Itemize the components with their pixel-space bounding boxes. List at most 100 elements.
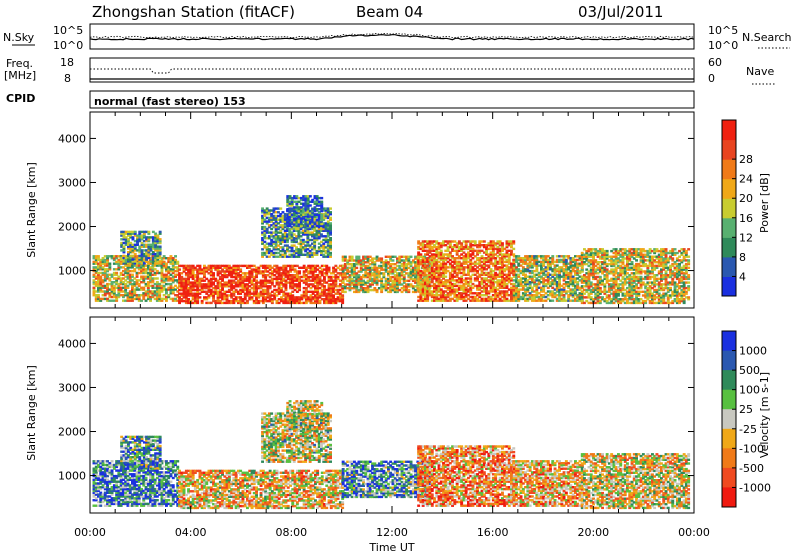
heatmap-cell xyxy=(241,277,245,281)
heatmap-cell xyxy=(421,257,425,260)
heatmap-cell xyxy=(346,266,350,270)
heatmap-cell xyxy=(448,284,452,288)
heatmap-cell xyxy=(101,258,105,262)
heatmap-cell xyxy=(203,285,206,288)
heatmap-cell xyxy=(448,282,452,286)
heatmap-cell xyxy=(326,244,330,247)
heatmap-cell xyxy=(455,264,459,267)
heatmap-cell xyxy=(146,281,150,284)
heatmap-cell xyxy=(507,258,511,262)
heatmap-cell xyxy=(97,258,100,262)
nave-label: Nave xyxy=(746,65,774,78)
heatmap-cell xyxy=(137,288,141,291)
heatmap-cell xyxy=(494,297,498,301)
heatmap-cell xyxy=(223,283,227,286)
heatmap-cell xyxy=(246,272,249,275)
heatmap-cell xyxy=(97,277,100,280)
heatmap-cell xyxy=(122,295,125,299)
heatmap-cell xyxy=(580,255,584,258)
heatmap-cell xyxy=(418,279,422,282)
heatmap-cell xyxy=(442,264,445,267)
heatmap-cell xyxy=(103,255,107,258)
heatmap-cell xyxy=(324,207,328,210)
heatmap-cell xyxy=(460,279,464,282)
heatmap-cell xyxy=(266,270,270,273)
heatmap-cell xyxy=(250,292,254,295)
heatmap-cell xyxy=(521,268,525,271)
heatmap-cell xyxy=(232,286,236,290)
heatmap-cell xyxy=(318,222,321,226)
heatmap-cell xyxy=(471,257,475,260)
heatmap-cell xyxy=(216,268,220,271)
heatmap-cell xyxy=(489,269,493,273)
heatmap-cell xyxy=(329,283,333,286)
heatmap-cell xyxy=(537,273,541,276)
heatmap-cell xyxy=(323,264,326,268)
heatmap-cell xyxy=(455,249,459,252)
heatmap-cell xyxy=(191,266,195,269)
heatmap-cell xyxy=(417,282,421,286)
heatmap-cell xyxy=(207,279,211,282)
heatmap-cell xyxy=(149,279,152,282)
heatmap-cell xyxy=(357,277,361,281)
heatmap-cell xyxy=(430,258,434,262)
heatmap-cell xyxy=(457,269,461,273)
heatmap-cell xyxy=(283,220,287,223)
heatmap-cell xyxy=(301,229,305,232)
heatmap-cell xyxy=(297,253,301,256)
heatmap-cell xyxy=(94,295,98,299)
heatmap-cell xyxy=(510,240,513,243)
heatmap-cell xyxy=(275,275,279,279)
heatmap-cell xyxy=(384,288,388,292)
heatmap-cell xyxy=(212,266,215,269)
heatmap-cell xyxy=(318,217,321,220)
heatmap-cell xyxy=(311,266,315,269)
heatmap-cell xyxy=(117,286,121,289)
heatmap-cell xyxy=(530,294,534,297)
heatmap-cell xyxy=(171,288,175,291)
heatmap-cell xyxy=(108,277,112,280)
heatmap-cell xyxy=(270,279,274,282)
heatmap-cell xyxy=(393,277,397,281)
heatmap-cell xyxy=(304,198,308,202)
heatmap-cell xyxy=(289,301,292,305)
heatmap-cell xyxy=(146,277,150,280)
heatmap-cell xyxy=(503,295,507,299)
heatmap-cell xyxy=(362,274,365,277)
heatmap-cell xyxy=(455,271,459,275)
heatmap-cell xyxy=(476,288,479,291)
heatmap-cell xyxy=(451,275,454,278)
heatmap-cell xyxy=(288,195,292,198)
heatmap-cell xyxy=(585,279,589,282)
heatmap-cell xyxy=(265,220,269,223)
heatmap-cell xyxy=(338,272,342,275)
heatmap-cell xyxy=(329,255,332,258)
heatmap-cell xyxy=(439,279,443,282)
heatmap-cell xyxy=(178,296,181,299)
heatmap-cell xyxy=(400,277,404,281)
heatmap-cell xyxy=(433,264,436,267)
heatmap-cell xyxy=(327,301,331,305)
heatmap-cell xyxy=(405,264,408,268)
heatmap-cell xyxy=(291,268,295,271)
heatmap-cell xyxy=(546,290,550,293)
heatmap-cell xyxy=(112,286,116,289)
heatmap-cell xyxy=(343,274,347,277)
heatmap-cell xyxy=(156,258,160,261)
heatmap-cell xyxy=(407,274,411,277)
heatmap-cell xyxy=(464,247,468,251)
heatmap-cell xyxy=(409,272,413,275)
heatmap-cell xyxy=(144,284,148,288)
heatmap-cell xyxy=(457,266,461,269)
heatmap-cell xyxy=(405,263,408,266)
heatmap-cell xyxy=(174,275,177,278)
heatmap-cell xyxy=(264,288,268,292)
heatmap-cell xyxy=(106,286,109,289)
heatmap-cell xyxy=(580,285,584,288)
heatmap-cell xyxy=(567,299,571,302)
heatmap-cell xyxy=(544,292,548,295)
nsky-label: N.Sky xyxy=(3,31,35,44)
heatmap-cell xyxy=(446,257,450,260)
heatmap-cell xyxy=(334,279,338,282)
heatmap-cell xyxy=(400,290,404,294)
